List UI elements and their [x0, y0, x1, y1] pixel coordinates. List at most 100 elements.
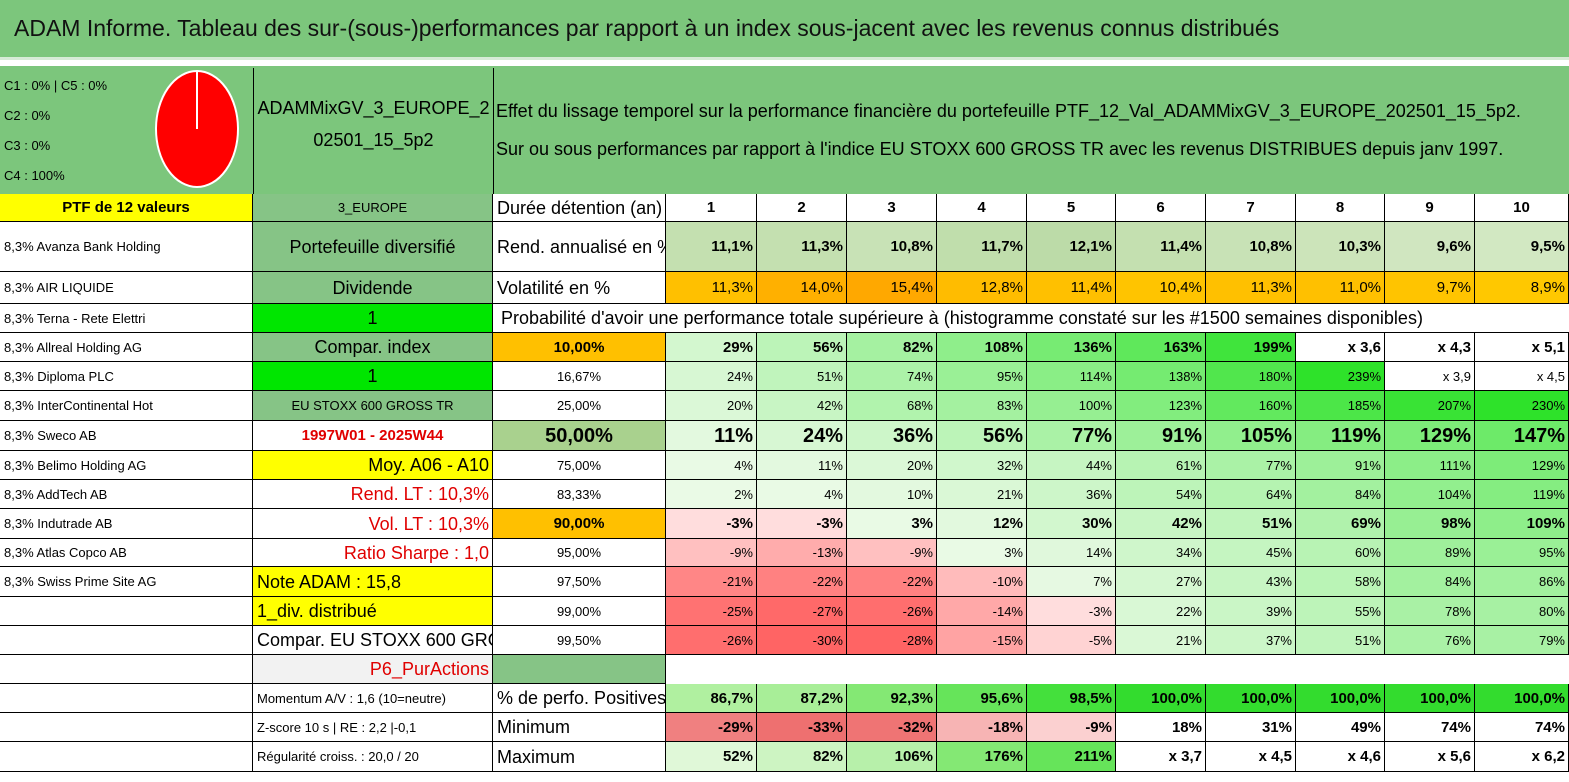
probability-level: 83,33%	[493, 480, 666, 509]
probability-value: 39%	[1206, 597, 1296, 626]
probability-value: 36%	[847, 421, 937, 451]
probability-value: 82%	[847, 333, 937, 362]
year-header: 4	[937, 194, 1027, 222]
probability-value: 12%	[937, 509, 1027, 539]
probability-value: -22%	[847, 567, 937, 597]
stat-value: 18%	[1116, 713, 1206, 742]
probability-level: 16,67%	[493, 362, 666, 391]
stat-value: 74%	[1385, 713, 1475, 742]
stat-value: 52%	[666, 742, 757, 772]
probability-value: -28%	[847, 626, 937, 655]
probability-value: 37%	[1206, 626, 1296, 655]
rend-value: 10,3%	[1296, 222, 1385, 272]
info-cell: Compar. index	[253, 333, 493, 362]
probability-value: 199%	[1206, 333, 1296, 362]
probability-value: 129%	[1475, 451, 1569, 480]
holding-cell	[0, 597, 253, 626]
probability-value: 56%	[937, 421, 1027, 451]
probability-value: 104%	[1385, 480, 1475, 509]
holding-cell: 8,3% Belimo Holding AG	[0, 451, 253, 480]
probability-value: 7%	[1027, 567, 1116, 597]
probability-value: 123%	[1116, 391, 1206, 421]
stat-value: 49%	[1296, 713, 1385, 742]
holding-cell: 8,3% Atlas Copco AB	[0, 539, 253, 567]
info-cell: Vol. LT : 10,3%	[253, 509, 493, 539]
info-cell: 3_EUROPE	[253, 194, 493, 222]
divider	[493, 68, 494, 194]
stat-value: 74%	[1475, 713, 1569, 742]
probability-value: 105%	[1206, 421, 1296, 451]
probability-value: 163%	[1116, 333, 1206, 362]
probability-value: 80%	[1475, 597, 1569, 626]
stat-value: 211%	[1027, 742, 1116, 772]
rend-value: 11,3%	[757, 222, 847, 272]
probability-value: 3%	[847, 509, 937, 539]
probability-value: 34%	[1116, 539, 1206, 567]
vol-label: Volatilité en %	[493, 272, 666, 304]
holding-cell: 8,3% Sweco AB	[0, 421, 253, 451]
vol-value: 15,4%	[847, 272, 937, 304]
probability-value: x 3,6	[1296, 333, 1385, 362]
holding-cell	[0, 713, 253, 742]
stat-value: 100,0%	[1385, 684, 1475, 713]
probability-value: 32%	[937, 451, 1027, 480]
info-cell: 1997W01 - 2025W44	[253, 421, 493, 451]
filler-cell	[493, 655, 666, 684]
stat-value: -9%	[1027, 713, 1116, 742]
stat-value: 100,0%	[1206, 684, 1296, 713]
probability-value: 84%	[1385, 567, 1475, 597]
stat-value: 82%	[757, 742, 847, 772]
stat-value: -29%	[666, 713, 757, 742]
info-cell: Dividende	[253, 272, 493, 304]
probability-value: -14%	[937, 597, 1027, 626]
probability-value: 44%	[1027, 451, 1116, 480]
duration-label: Durée détention (an)	[493, 194, 666, 222]
probability-value: 79%	[1475, 626, 1569, 655]
probability-value: 11%	[757, 451, 847, 480]
info-cell: 1	[253, 362, 493, 391]
probability-value: 24%	[666, 362, 757, 391]
probability-value: -9%	[847, 539, 937, 567]
probability-value: -26%	[847, 597, 937, 626]
holding-cell	[0, 626, 253, 655]
stat-label: Maximum	[493, 742, 666, 772]
probability-value: 76%	[1385, 626, 1475, 655]
probability-value: -25%	[666, 597, 757, 626]
probability-value: 77%	[1027, 421, 1116, 451]
probability-value: 42%	[757, 391, 847, 421]
probability-level: 75,00%	[493, 451, 666, 480]
probability-value: 95%	[1475, 539, 1569, 567]
holding-cell	[0, 684, 253, 713]
year-header: 8	[1296, 194, 1385, 222]
probability-value: 55%	[1296, 597, 1385, 626]
stat-value: 100,0%	[1116, 684, 1206, 713]
probability-value: 180%	[1206, 362, 1296, 391]
stat-value: -18%	[937, 713, 1027, 742]
probability-level: 97,50%	[493, 567, 666, 597]
probability-value: -27%	[757, 597, 847, 626]
probability-value: 86%	[1475, 567, 1569, 597]
probability-value: -26%	[666, 626, 757, 655]
stat-value: 98,5%	[1027, 684, 1116, 713]
probability-level: 95,00%	[493, 539, 666, 567]
year-header: 2	[757, 194, 847, 222]
probability-value: 51%	[1296, 626, 1385, 655]
probability-value: -5%	[1027, 626, 1116, 655]
stat-label: % de perfo. Positives	[493, 684, 666, 713]
probability-level: 25,00%	[493, 391, 666, 421]
rend-value: 11,4%	[1116, 222, 1206, 272]
holding-cell: 8,3% Allreal Holding AG	[0, 333, 253, 362]
probability-value: 54%	[1116, 480, 1206, 509]
probability-value: -3%	[666, 509, 757, 539]
probability-value: 2%	[666, 480, 757, 509]
probability-value: 64%	[1206, 480, 1296, 509]
probability-value: 109%	[1475, 509, 1569, 539]
year-header: 5	[1027, 194, 1116, 222]
stat-value: 31%	[1206, 713, 1296, 742]
info-cell: Moy. A06 - A10	[253, 451, 493, 480]
probability-value: 10%	[847, 480, 937, 509]
stat-value: x 4,6	[1296, 742, 1385, 772]
rend-value: 11,1%	[666, 222, 757, 272]
probability-value: x 4,5	[1475, 362, 1569, 391]
info-cell: Portefeuille diversifié	[253, 222, 493, 272]
